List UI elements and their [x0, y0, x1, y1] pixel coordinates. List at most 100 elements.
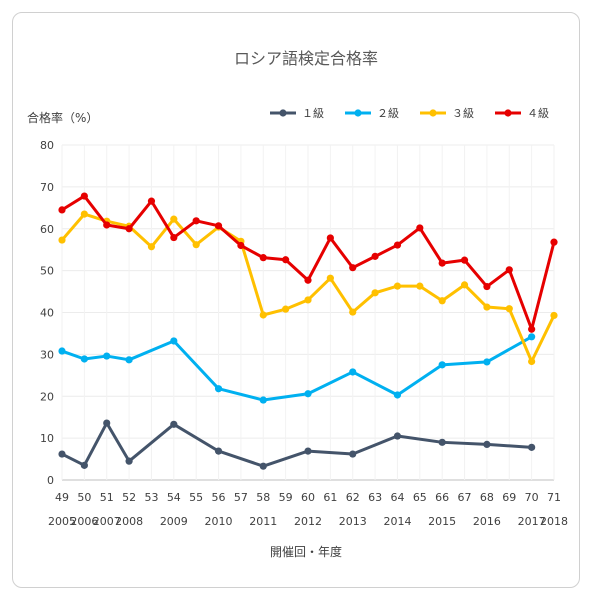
x-tick-label: 50 [77, 491, 91, 504]
x-tick-label: 60 [301, 491, 315, 504]
series-2 [58, 333, 536, 404]
legend-label: ４級 [527, 107, 549, 120]
y-tick-label: 80 [40, 139, 54, 152]
data-point [349, 308, 357, 316]
data-point [304, 276, 312, 284]
data-point [170, 420, 178, 428]
series-lines [58, 192, 558, 470]
y-tick-label: 60 [40, 223, 54, 236]
data-point [371, 289, 379, 297]
data-point [170, 233, 178, 242]
x-tick-label: 71 [547, 491, 561, 504]
x-tick-label: 65 [413, 491, 427, 504]
y-tick-label: 70 [40, 181, 54, 194]
year-label: 2006 [70, 515, 98, 528]
series-line [61, 335, 533, 402]
x-tick-label: 69 [502, 491, 516, 504]
data-point [304, 296, 312, 304]
gridlines [61, 144, 555, 481]
data-point [80, 192, 88, 200]
data-point [550, 238, 558, 246]
data-point [259, 396, 267, 404]
legend-marker [354, 109, 362, 117]
data-point [259, 254, 267, 262]
data-point [237, 241, 245, 250]
y-tick-label: 50 [40, 265, 54, 278]
data-point [125, 225, 133, 233]
legend-item: ２級 [345, 107, 399, 120]
data-point [349, 368, 357, 376]
data-point [349, 264, 357, 272]
year-label: 2010 [205, 515, 233, 528]
legend-item: ４級 [495, 107, 549, 120]
legend-label: １級 [302, 107, 324, 120]
x-tick-label: 59 [279, 491, 293, 504]
data-point [259, 462, 267, 470]
data-point [528, 325, 536, 333]
data-point [282, 305, 290, 313]
data-point [125, 457, 133, 465]
data-point [326, 274, 334, 282]
year-label: 2011 [249, 515, 277, 528]
data-point [483, 303, 491, 311]
data-point [58, 236, 66, 244]
legend-item: １級 [270, 107, 324, 120]
data-point [393, 432, 402, 440]
data-point [170, 215, 178, 223]
data-point [550, 311, 558, 320]
legend-item: ３級 [420, 107, 474, 120]
data-point [147, 243, 156, 251]
year-label: 2017 [518, 515, 546, 528]
data-point [304, 390, 312, 398]
data-point [214, 385, 223, 393]
data-point [416, 282, 424, 290]
x-tick-label: 55 [189, 491, 203, 504]
data-point [80, 355, 88, 363]
series-4 [58, 192, 558, 333]
data-point [393, 241, 402, 249]
x-tick-label: 52 [122, 491, 136, 504]
data-point [460, 256, 469, 264]
data-point [282, 256, 290, 264]
year-label: 2009 [160, 515, 188, 528]
x-tick-label: 53 [144, 491, 158, 504]
data-point [483, 282, 491, 291]
y-tick-label: 20 [40, 390, 54, 403]
data-point [438, 361, 446, 369]
year-label: 2013 [339, 515, 367, 528]
x-tick-label: 56 [212, 491, 226, 504]
data-point [393, 391, 402, 399]
data-point [483, 440, 491, 449]
y-tick-label: 30 [40, 348, 54, 361]
chart-title: ロシア語検定合格率 [234, 49, 378, 68]
data-point [58, 206, 66, 214]
data-point [103, 221, 111, 229]
x-tick-label: 68 [480, 491, 494, 504]
data-point [192, 241, 200, 249]
x-tick-label: 54 [167, 491, 181, 504]
legend-label: ３級 [452, 107, 474, 120]
legend-marker [279, 109, 287, 117]
data-point [125, 356, 133, 364]
data-point [326, 234, 334, 242]
data-point [349, 450, 357, 458]
data-point [528, 333, 536, 341]
x-tick-label: 66 [435, 491, 449, 504]
y-tick-label: 0 [47, 474, 54, 487]
data-point [192, 217, 200, 225]
year-label: 2007 [93, 515, 121, 528]
year-label: 2018 [540, 515, 568, 528]
data-point [528, 357, 536, 366]
data-point [371, 252, 379, 260]
year-label: 2016 [473, 515, 501, 528]
year-label: 2012 [294, 515, 322, 528]
data-point [438, 259, 446, 267]
x-axis-title: 開催回・年度 [270, 544, 342, 559]
series-line [61, 421, 532, 468]
data-point [304, 447, 312, 455]
data-point [103, 419, 111, 427]
series-1 [58, 419, 536, 470]
data-point [170, 337, 178, 345]
